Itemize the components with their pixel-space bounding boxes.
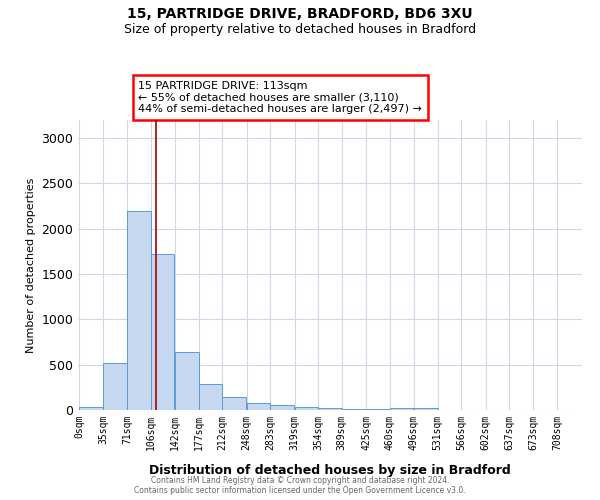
Bar	[103, 363, 127, 410]
Bar	[318, 408, 342, 410]
Text: Contains HM Land Registry data © Crown copyright and database right 2024.
Contai: Contains HM Land Registry data © Crown c…	[134, 476, 466, 495]
Bar	[79, 408, 103, 410]
Bar	[151, 254, 175, 410]
Bar	[366, 409, 390, 410]
Text: 15 PARTRIDGE DRIVE: 113sqm
← 55% of detached houses are smaller (3,110)
44% of s: 15 PARTRIDGE DRIVE: 113sqm ← 55% of deta…	[139, 81, 422, 114]
Y-axis label: Number of detached properties: Number of detached properties	[26, 178, 36, 352]
X-axis label: Distribution of detached houses by size in Bradford: Distribution of detached houses by size …	[149, 464, 511, 477]
Bar	[295, 408, 318, 410]
Bar	[342, 408, 365, 410]
Text: 15, PARTRIDGE DRIVE, BRADFORD, BD6 3XU: 15, PARTRIDGE DRIVE, BRADFORD, BD6 3XU	[127, 8, 473, 22]
Bar	[199, 384, 223, 410]
Bar	[270, 406, 294, 410]
Text: Size of property relative to detached houses in Bradford: Size of property relative to detached ho…	[124, 22, 476, 36]
Bar	[175, 352, 199, 410]
Bar	[247, 403, 270, 410]
Bar	[414, 408, 437, 410]
Bar	[390, 408, 413, 410]
Bar	[223, 397, 246, 410]
Bar	[127, 210, 151, 410]
